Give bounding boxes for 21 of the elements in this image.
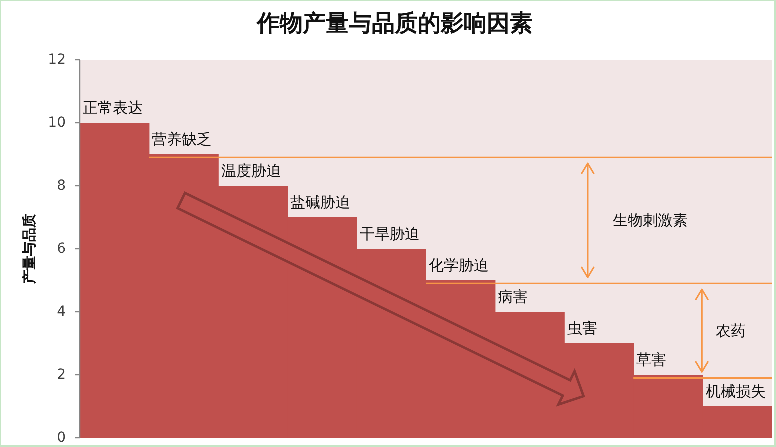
x-tick-label: 温度胁迫 <box>221 162 282 180</box>
x-tick-label: 正常表达 <box>83 99 143 117</box>
y-tick-label: 0 <box>57 430 66 446</box>
y-tick-label: 4 <box>57 304 66 320</box>
x-tick-label: 机械损失 <box>706 382 766 400</box>
y-tick-label: 6 <box>57 241 66 257</box>
y-tick-label: 8 <box>57 178 66 194</box>
x-tick-label: 病害 <box>498 288 528 306</box>
x-tick-label: 盐碱胁迫 <box>290 194 351 212</box>
y-tick-label: 2 <box>57 367 66 383</box>
y-tick-label: 10 <box>48 115 66 131</box>
annotation: 生物刺激素 <box>612 212 688 230</box>
y-axis-title: 产量与品质 <box>21 214 38 285</box>
x-tick-label: 虫害 <box>567 320 598 338</box>
x-tick-label: 干旱胁迫 <box>360 225 420 243</box>
chart-title: 作物产量与品质的影响因素 <box>256 11 533 37</box>
x-tick-label: 营养缺乏 <box>152 130 212 148</box>
x-tick-label: 化学胁迫 <box>429 256 489 274</box>
y-tick-label: 12 <box>48 52 66 68</box>
x-tick-label: 草害 <box>636 351 667 369</box>
annotation: 农药 <box>716 322 746 340</box>
